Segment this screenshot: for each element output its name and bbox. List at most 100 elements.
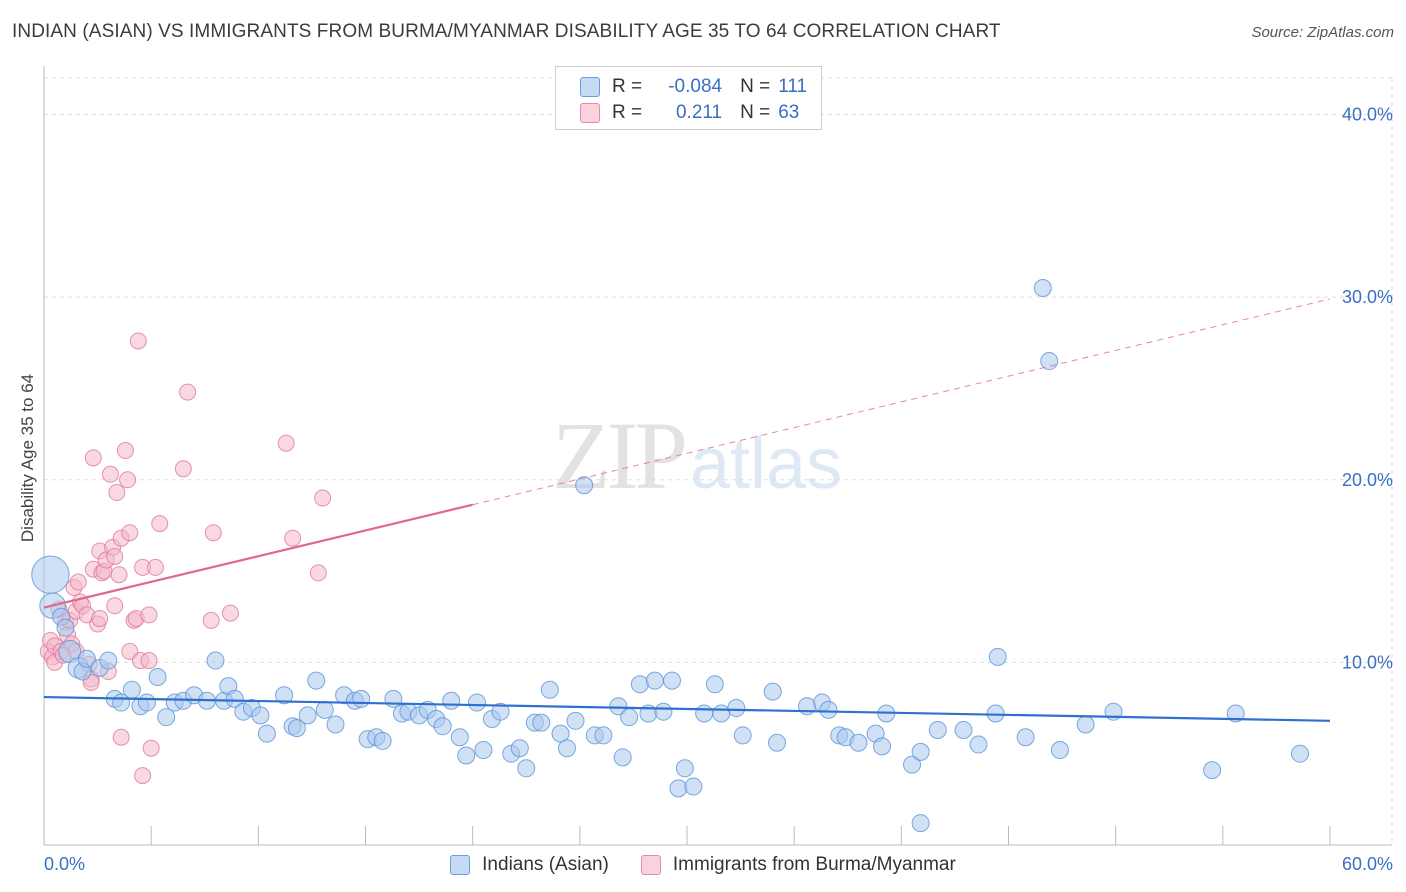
indians-point xyxy=(645,671,664,690)
burma-point xyxy=(101,465,119,483)
indians-point xyxy=(148,667,167,686)
burma-point xyxy=(221,604,239,622)
indians-point xyxy=(1033,279,1052,298)
indians-point xyxy=(557,739,576,758)
indians-point xyxy=(532,713,551,732)
indians-point xyxy=(675,759,694,778)
indians-point xyxy=(157,708,176,727)
series-legend-label-indians: Indians (Asian) xyxy=(482,854,609,875)
indians-point xyxy=(251,706,270,725)
indians-point xyxy=(630,675,649,694)
burma-point xyxy=(69,573,87,591)
indians-point xyxy=(31,555,70,594)
indians-point xyxy=(298,706,317,725)
indians-point xyxy=(928,720,947,739)
indians-point xyxy=(287,719,306,738)
series-legend-swatch-burma xyxy=(640,855,661,875)
legend-swatch-indians xyxy=(580,77,600,97)
indians-point xyxy=(695,704,714,723)
burma-point xyxy=(314,489,332,507)
x-tick-label-min: 0.0% xyxy=(44,854,85,874)
indians-point xyxy=(1203,761,1222,780)
indians-point xyxy=(903,755,922,774)
indians-point xyxy=(510,739,529,758)
source-label: Source: ZipAtlas.com xyxy=(1251,24,1394,41)
legend-n-value-indians: 111 xyxy=(778,76,808,97)
legend-n-label: N = xyxy=(740,102,771,123)
burma-point xyxy=(142,739,160,757)
indians-point xyxy=(988,647,1007,666)
series-legend: Indians (Asian) Immigrants from Burma/My… xyxy=(0,852,1406,878)
burma-point xyxy=(140,606,158,624)
burma-point xyxy=(129,332,147,350)
indians-point xyxy=(257,724,276,743)
burma-point xyxy=(174,460,192,478)
indians-point xyxy=(911,742,930,761)
indians-point xyxy=(1076,715,1095,734)
indians-point xyxy=(954,720,973,739)
burma-point xyxy=(112,728,130,746)
indians-point xyxy=(450,728,469,747)
indians-point xyxy=(352,689,371,708)
indians-point xyxy=(613,748,632,767)
burma-point xyxy=(140,652,158,670)
burma-point xyxy=(134,767,152,785)
series-legend-indians[interactable]: Indians (Asian) xyxy=(450,854,609,876)
burma-point xyxy=(151,515,169,533)
legend-r-value-burma: 0.211 xyxy=(675,102,723,123)
indians-point xyxy=(99,651,118,670)
grid-layer xyxy=(44,77,1393,845)
indians-point xyxy=(684,777,703,796)
indians-point xyxy=(540,680,559,699)
series-legend-burma[interactable]: Immigrants from Burma/Myanmar xyxy=(640,854,956,876)
correlation-legend: R = -0.084 N = 111 R = 0.211 N = 63 xyxy=(555,66,822,130)
indians-point xyxy=(373,731,392,750)
indians-point xyxy=(442,691,461,710)
burma-point xyxy=(121,524,139,542)
x-tick-label-max: 60.0% xyxy=(1342,854,1393,874)
burma-point xyxy=(110,566,128,584)
indians-point xyxy=(1290,744,1309,763)
burma-point xyxy=(202,611,220,629)
indians-point xyxy=(1040,352,1059,371)
indians-point xyxy=(275,686,294,705)
indians-point xyxy=(669,779,688,798)
burma-point xyxy=(119,471,137,489)
indians-point xyxy=(819,700,838,719)
indians-point xyxy=(457,746,476,765)
indians-point xyxy=(77,649,96,668)
burma-point xyxy=(146,558,164,576)
axis-layer xyxy=(43,66,1392,846)
indians-point xyxy=(727,699,746,718)
series-burma-points xyxy=(39,332,332,785)
burma-point xyxy=(116,442,134,460)
legend-r-label: R = xyxy=(612,76,643,97)
indians-point xyxy=(712,704,731,723)
legend-row-indians: R = -0.084 N = 111 xyxy=(580,76,807,98)
indians-point xyxy=(307,671,326,690)
indians-point xyxy=(1050,741,1069,760)
indians-trend-line xyxy=(43,695,1331,722)
indians-point xyxy=(662,671,681,690)
indians-point xyxy=(384,689,403,708)
burma-point xyxy=(204,524,222,542)
legend-r-label: R = xyxy=(612,102,643,123)
y-axis-title: Disability Age 35 to 64 xyxy=(18,374,37,542)
burma-point xyxy=(179,383,197,401)
indians-point xyxy=(315,700,334,719)
indians-point xyxy=(609,697,628,716)
burma-point xyxy=(84,449,102,467)
series-indians-points xyxy=(31,279,1309,833)
indians-point xyxy=(594,726,613,745)
burma-point xyxy=(108,484,126,502)
indians-point xyxy=(56,618,75,637)
trend-lines xyxy=(43,298,1331,722)
indians-point xyxy=(969,735,988,754)
indians-point xyxy=(517,759,536,778)
series-legend-label-burma: Immigrants from Burma/Myanmar xyxy=(672,854,956,875)
indians-point xyxy=(849,733,868,752)
indians-point xyxy=(768,733,787,752)
y-tick-label: 30.0% xyxy=(1342,287,1393,307)
tick-labels: 10.0% 20.0% 30.0% 40.0% 0.0% 60.0% xyxy=(44,105,1393,874)
